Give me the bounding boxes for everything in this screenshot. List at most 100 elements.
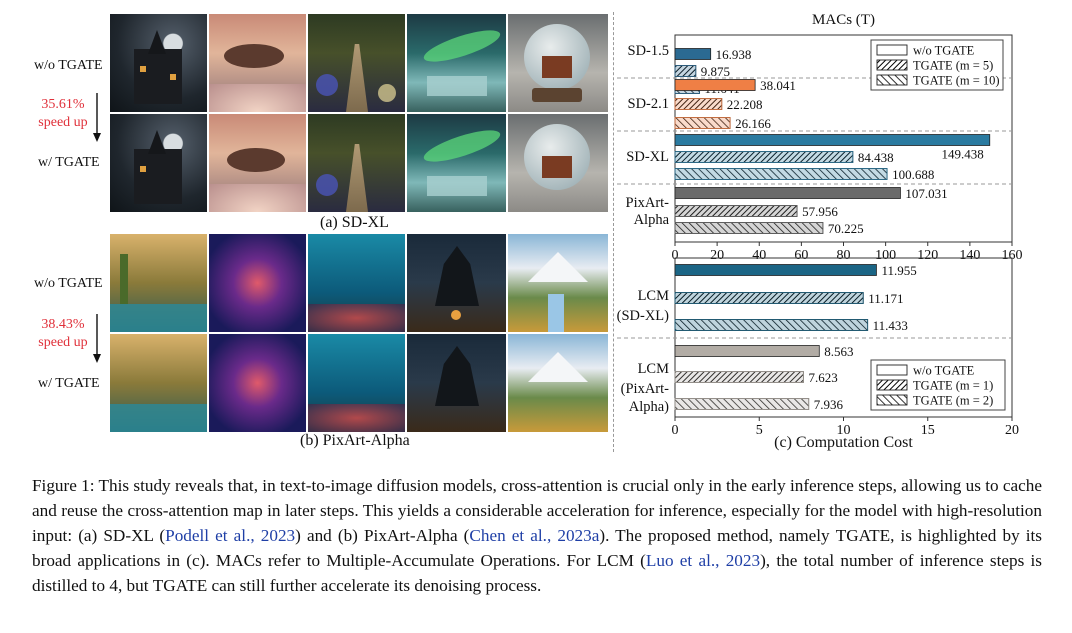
thumbnail-dark-castle — [407, 234, 506, 332]
data-label: 84.438 — [858, 150, 894, 165]
thumbnail-snow-globe-tgate — [508, 114, 608, 212]
data-label: 8.563 — [824, 344, 853, 359]
group-label: LCM — [638, 361, 670, 377]
x-axis-label: (c) Computation Cost — [774, 434, 913, 451]
caption-text-4: , is highlighted by its broad applicatio… — [32, 526, 1042, 570]
bar-hatch — [674, 371, 804, 383]
subfigure-label-sdxl: (a) SD-XL — [320, 214, 389, 231]
bar-hatch — [674, 65, 697, 77]
caption-text-1: Figure 1: This study reveals that, in te… — [32, 476, 1042, 545]
thumbnail-snow-globe — [508, 14, 608, 112]
panel-divider — [613, 12, 614, 452]
group-label: SD-2.1 — [628, 96, 670, 112]
data-label: 16.938 — [716, 47, 752, 62]
citation-podell[interactable]: Podell et al., 2023 — [165, 526, 296, 545]
data-label: 100.688 — [892, 167, 934, 182]
x-tick-label: 0 — [672, 423, 679, 438]
thumbnail-mountain-stream-tgate — [508, 334, 608, 432]
row-label-without-tgate-sdxl: w/o TGATE — [34, 58, 103, 73]
legend-swatch — [876, 44, 908, 56]
x-tick-label: 20 — [1005, 423, 1019, 438]
group-label: LCM — [638, 288, 670, 304]
x-tick-label: 15 — [921, 423, 935, 438]
thumbnail-garden-path — [308, 14, 405, 112]
thumbnail-airship — [209, 14, 306, 112]
data-label: 22.208 — [727, 97, 763, 112]
data-label: 7.936 — [814, 397, 844, 412]
group-label: SD-1.5 — [628, 43, 670, 59]
chart-title: MACs (T) — [812, 12, 875, 28]
group-label: Alpha — [634, 212, 670, 228]
legend-label: w/o TGATE — [913, 44, 975, 58]
row-label-without-tgate-pixart: w/o TGATE — [34, 276, 103, 291]
subfigure-label-pixart: (b) PixArt-Alpha — [300, 432, 410, 449]
citation-luo[interactable]: Luo et al., 2023 — [645, 551, 761, 570]
group-label: PixArt- — [626, 195, 670, 211]
data-label: 9.875 — [701, 64, 730, 79]
thumbnail-fantasy-city-tgate — [110, 334, 207, 432]
legend-swatch — [876, 394, 908, 406]
row-label-with-tgate-sdxl: w/ TGATE — [38, 155, 100, 170]
caption-text-6: can still further accelerate its denoisi… — [207, 576, 542, 595]
group-label: SD-XL — [626, 149, 669, 165]
citation-chen[interactable]: Chen et al., 2023a — [469, 526, 600, 545]
sdxl-speedup-percent: 35.61% — [41, 97, 85, 112]
x-tick-label: 40 — [752, 248, 766, 263]
bar — [674, 48, 712, 60]
legend-swatch — [876, 379, 908, 391]
computation-cost-chart: 0 20 40 60 80 100 120 140 160SD-1.5SD-2.1SD-XLPi… — [617, 12, 1023, 451]
bar-hatch — [674, 292, 864, 304]
caption-text-5: ), the total number of inference steps i… — [32, 551, 1042, 595]
data-label: 70.225 — [828, 221, 864, 236]
thumbnail-dark-castle-tgate — [407, 334, 506, 432]
x-tick-label: 140 — [959, 248, 980, 263]
legend-label: TGATE (m = 10) — [913, 74, 1000, 88]
data-label: 26.166 — [735, 116, 771, 131]
thumbnail-aurora-tgate — [407, 114, 506, 212]
thumbnail-underwater — [308, 234, 405, 332]
x-tick-label: 0 — [672, 248, 679, 263]
thumbnail-haunted-mansion — [110, 14, 207, 112]
x-tick-label: 120 — [917, 248, 938, 263]
bar — [674, 79, 756, 91]
legend-label: TGATE (m = 5) — [913, 59, 993, 73]
x-tick-label: 5 — [756, 423, 763, 438]
tgate-name: TGATE — [152, 576, 208, 595]
bar — [674, 345, 820, 357]
bar-hatch — [674, 222, 824, 234]
data-label: 57.956 — [802, 204, 838, 219]
group-label: (SD-XL) — [617, 308, 670, 324]
sdxl-speedup-text: speed up — [38, 115, 88, 130]
x-tick-label: 20 — [710, 248, 724, 263]
legend-swatch — [876, 74, 908, 86]
legend-label: w/o TGATE — [913, 364, 975, 378]
tgate-name: TGATE — [835, 526, 891, 545]
bar-hatch — [674, 319, 869, 331]
legend-swatch — [876, 59, 908, 71]
bar-hatch — [674, 168, 888, 180]
thumbnail-nebula — [209, 234, 306, 332]
bar — [674, 134, 991, 146]
data-label: 7.623 — [808, 370, 837, 385]
bar-hatch — [674, 205, 798, 217]
x-tick-label: 10 — [837, 423, 851, 438]
bar-hatch — [674, 398, 810, 410]
thumbnail-airship-tgate — [209, 114, 306, 212]
pixart-speedup-text: speed up — [38, 335, 88, 350]
down-arrow-icon — [93, 314, 101, 363]
x-tick-label: 100 — [875, 248, 896, 263]
thumbnail-mountain-stream — [508, 234, 608, 332]
x-tick-label: 80 — [837, 248, 851, 263]
bar-hatch — [674, 98, 723, 110]
thumbnail-nebula-tgate — [209, 334, 306, 432]
bar — [674, 264, 877, 276]
legend-swatch — [876, 364, 908, 376]
data-label: 38.041 — [760, 78, 796, 93]
x-tick-label: 160 — [1002, 248, 1023, 263]
caption-text-2: ) and (b) PixArt-Alpha ( — [295, 526, 470, 545]
legend-label: TGATE (m = 1) — [913, 379, 993, 393]
bar — [674, 187, 901, 199]
legend-label: TGATE (m = 2) — [913, 394, 993, 408]
caption-text-3: ). The proposed method, namely — [599, 526, 836, 545]
figure-caption: Figure 1: This study reveals that, in te… — [32, 473, 1042, 598]
